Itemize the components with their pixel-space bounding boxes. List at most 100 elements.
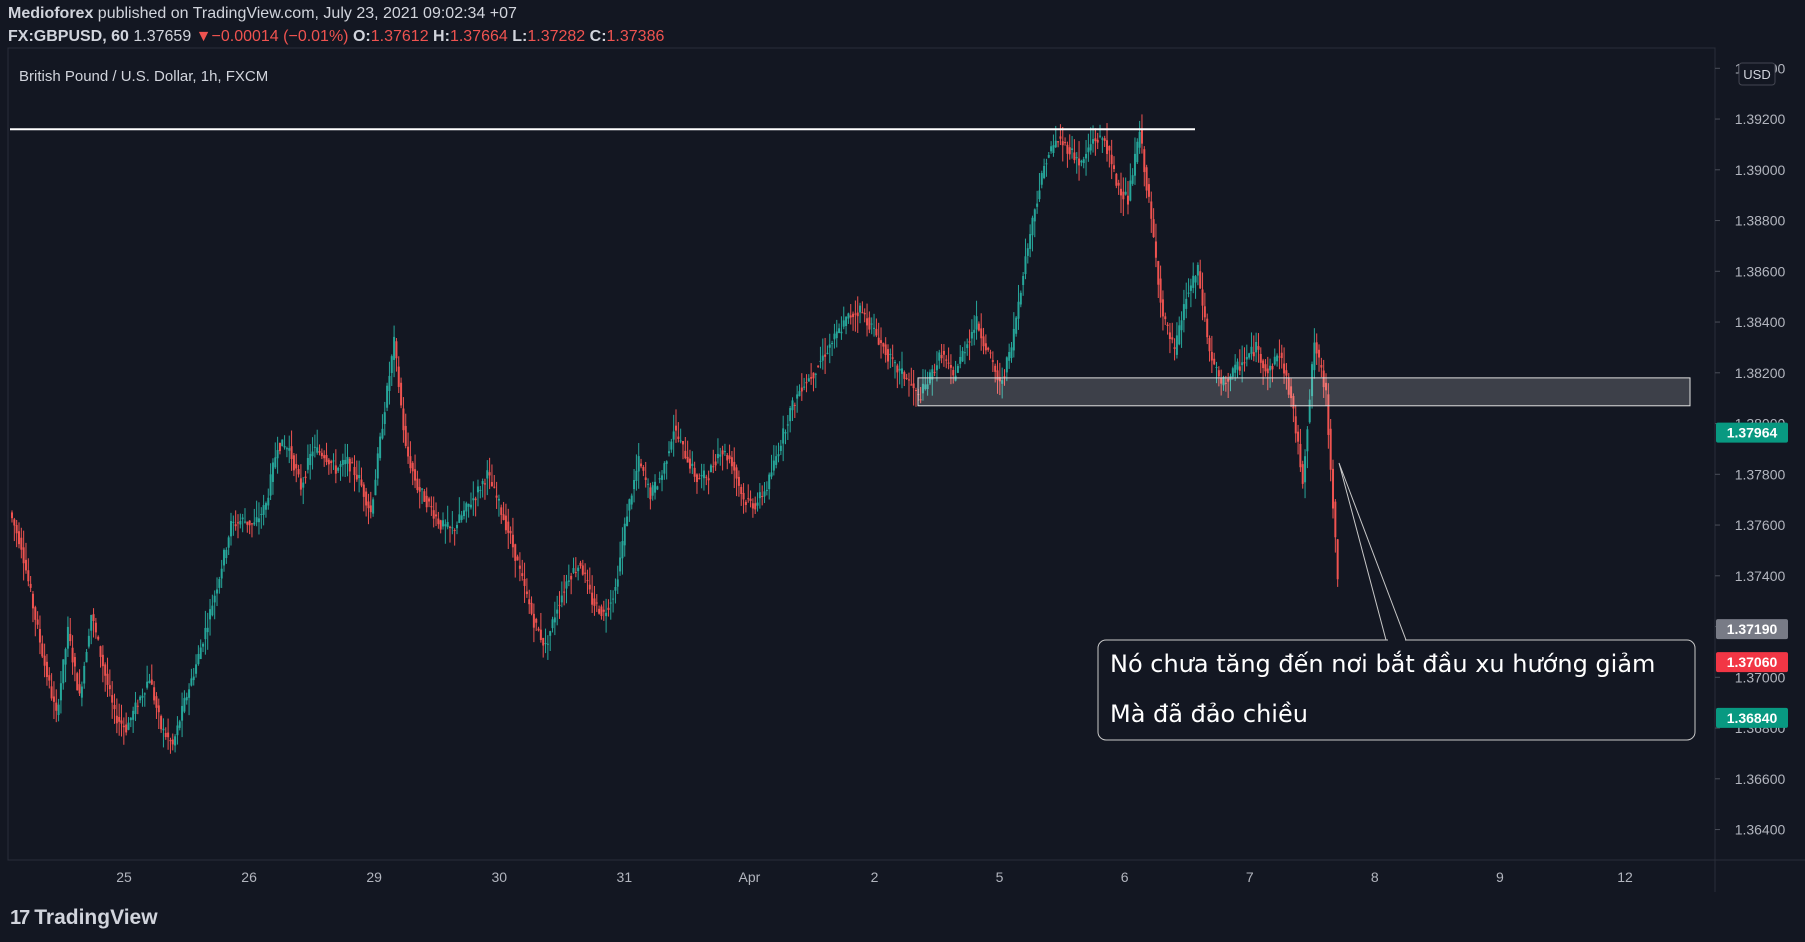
time-axis[interactable]: 25 26 29 30 31 Apr 2 5 6 7 8 9 12 bbox=[116, 869, 1633, 885]
candle-body bbox=[1054, 140, 1057, 148]
y-tick-label: 1.38400 bbox=[1735, 314, 1786, 330]
candle-body bbox=[553, 617, 556, 623]
candle-body bbox=[1061, 141, 1064, 146]
candle-body bbox=[15, 525, 18, 534]
candle-body bbox=[500, 507, 503, 515]
annotation-callout[interactable]: Nó chưa tăng đến nơi bắt đầu xu hướng gi… bbox=[1097, 462, 1696, 741]
candle-body bbox=[826, 352, 829, 354]
high-key: H: bbox=[433, 28, 450, 45]
candle-body bbox=[977, 323, 980, 331]
candle-body bbox=[325, 454, 328, 463]
candle-body bbox=[38, 628, 41, 643]
candle-body bbox=[705, 476, 708, 478]
candle-body bbox=[386, 385, 389, 408]
candle-body bbox=[973, 329, 976, 333]
candle-body bbox=[318, 451, 321, 453]
candle-body bbox=[1271, 365, 1274, 370]
candle-body bbox=[523, 578, 526, 586]
candle-body bbox=[304, 476, 307, 479]
candle-body bbox=[1017, 301, 1020, 319]
candle-body bbox=[737, 476, 740, 486]
candle-body bbox=[48, 675, 51, 681]
candle-body bbox=[619, 557, 622, 572]
candle-body bbox=[1101, 138, 1104, 140]
candle-body bbox=[605, 612, 608, 617]
y-tick-label: 1.37800 bbox=[1735, 466, 1786, 482]
candle-body bbox=[435, 514, 438, 517]
candle-body bbox=[351, 462, 354, 464]
candle-body bbox=[372, 499, 375, 514]
candle-body bbox=[677, 436, 680, 440]
candle-body bbox=[793, 404, 796, 406]
candle-body bbox=[984, 343, 987, 351]
candle-body bbox=[339, 464, 342, 467]
candle-body bbox=[1122, 191, 1125, 200]
y-tick-label: 1.38200 bbox=[1735, 365, 1786, 381]
candle-body bbox=[183, 698, 186, 712]
candle-body bbox=[1313, 342, 1316, 371]
candle-body bbox=[607, 607, 610, 611]
candle-body bbox=[511, 534, 514, 548]
candle-body bbox=[1259, 353, 1262, 363]
candle-body bbox=[1080, 160, 1083, 163]
candle-body bbox=[1024, 256, 1027, 275]
open-key: O: bbox=[352, 28, 371, 45]
candle-body bbox=[1005, 357, 1008, 373]
candle-body bbox=[241, 517, 244, 520]
candle-body bbox=[493, 486, 496, 488]
currency-box[interactable] bbox=[1738, 62, 1776, 86]
candle-body bbox=[143, 693, 146, 695]
candle-body bbox=[1106, 140, 1109, 155]
candle-body bbox=[400, 382, 403, 406]
candle-body bbox=[910, 384, 913, 386]
candle-body bbox=[1036, 203, 1039, 207]
candle-body bbox=[346, 456, 349, 464]
candle-body bbox=[379, 436, 382, 459]
tradingview-logo[interactable]: 17 TradingView bbox=[10, 906, 158, 930]
candle-body bbox=[213, 595, 216, 603]
candle-body bbox=[598, 608, 601, 614]
candle-body bbox=[570, 575, 573, 580]
candle-body bbox=[896, 365, 899, 373]
candle-body bbox=[132, 710, 135, 720]
support-zone[interactable] bbox=[917, 377, 1691, 407]
candle-body bbox=[174, 736, 177, 746]
author-name[interactable]: Medioforex bbox=[8, 5, 94, 22]
x-tick-label: 30 bbox=[491, 869, 507, 885]
candle-body bbox=[966, 344, 969, 349]
candle-body bbox=[535, 619, 538, 623]
candle-body bbox=[360, 479, 363, 486]
candle-body bbox=[1175, 335, 1178, 355]
candle-body bbox=[947, 362, 950, 364]
candle-body bbox=[218, 579, 221, 588]
candle-body bbox=[558, 604, 561, 606]
candle-body bbox=[267, 497, 270, 506]
candle-body bbox=[1015, 317, 1018, 334]
candle-body bbox=[824, 354, 827, 357]
candle-body bbox=[1306, 429, 1309, 452]
candle-body bbox=[1082, 159, 1085, 164]
candle-body bbox=[630, 495, 633, 505]
candle-body bbox=[1089, 144, 1092, 151]
candle-body bbox=[1304, 456, 1307, 483]
candle-body bbox=[1154, 241, 1157, 258]
candle-body bbox=[528, 599, 531, 605]
candle-body bbox=[518, 565, 521, 569]
candle-body bbox=[1332, 468, 1335, 509]
candle-body bbox=[996, 370, 999, 381]
candle-body bbox=[1150, 201, 1153, 219]
candle-body bbox=[248, 520, 251, 526]
candle-body bbox=[362, 484, 365, 497]
candle-body bbox=[495, 495, 498, 498]
annotation-line-1: Nó chưa tăng đến nơi bắt đầu xu hướng gi… bbox=[1110, 649, 1655, 678]
candle-body bbox=[181, 705, 184, 721]
candle-body bbox=[584, 572, 587, 574]
candle-body bbox=[497, 498, 500, 501]
candle-body bbox=[167, 732, 170, 738]
candle-body bbox=[85, 651, 88, 663]
candle-body bbox=[397, 366, 400, 387]
candle-body bbox=[507, 521, 510, 533]
candle-body bbox=[728, 455, 731, 460]
candle-body bbox=[1140, 129, 1143, 144]
